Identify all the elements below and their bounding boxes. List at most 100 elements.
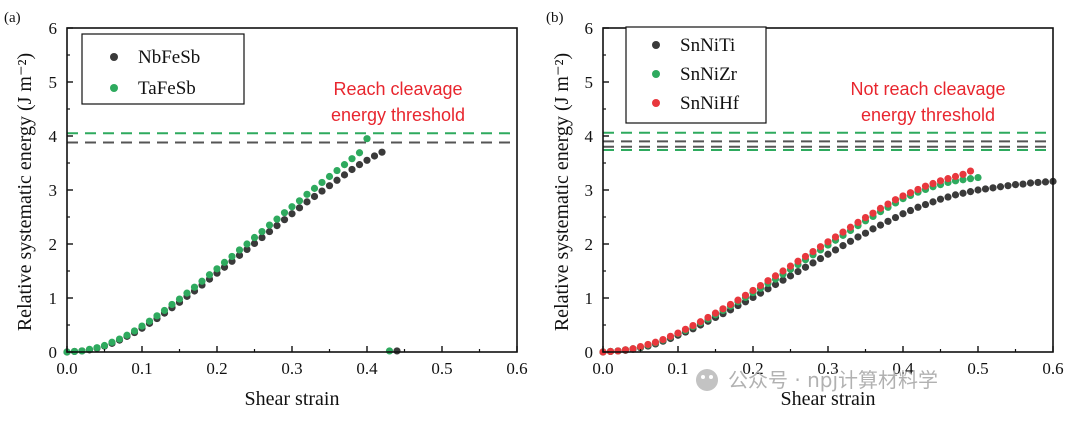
y-tick-label-b: 4 xyxy=(585,127,594,146)
point-snnihf xyxy=(884,200,892,208)
point-tafesb xyxy=(220,258,229,266)
point-snniti xyxy=(899,210,907,218)
x-tick-label-b: 0.3 xyxy=(817,359,838,378)
point-nbfesb xyxy=(288,210,296,218)
point-tafesb xyxy=(250,233,259,242)
point-snnihf xyxy=(921,182,930,190)
point-snnihf xyxy=(899,192,907,200)
point-snnihf xyxy=(666,332,675,340)
point-tafesb xyxy=(243,240,251,248)
point-nbfesb xyxy=(310,192,319,201)
legend-marker-tafesb xyxy=(110,84,118,92)
legend-marker-snnizr xyxy=(652,70,660,78)
point-snnihf xyxy=(749,286,757,295)
point-snnihf xyxy=(944,175,952,183)
point-snnihf xyxy=(854,218,862,226)
point-tafesb xyxy=(318,178,326,187)
y-tick-label-b: 5 xyxy=(585,73,594,92)
y-tick-label-a: 2 xyxy=(49,235,58,254)
panel-a: (a) Relative systematic energy (J m⁻²) 0… xyxy=(4,10,528,410)
point-snnihf xyxy=(704,313,712,322)
panel-label-b: (b) xyxy=(546,10,564,26)
data-points-b xyxy=(599,167,1057,356)
point-snniti xyxy=(996,183,1005,191)
y-tick-label-a: 0 xyxy=(49,343,58,362)
point-tafesb xyxy=(100,341,109,350)
axis-ticks-b: 0.0 0.1 0.2 0.3 0.4 0.5 0.6 0 1 2 3 4 5 6 xyxy=(585,19,1064,378)
annotation-b-line1: Not reach cleavage xyxy=(850,79,1005,99)
point-snniti xyxy=(974,186,982,194)
legend-label-snnizr: SnNiZr xyxy=(680,64,738,85)
point-nbfesb xyxy=(318,187,326,195)
y-axis-title-a-text: Relative systematic energy (J m⁻²) xyxy=(14,53,36,331)
point-snnihf xyxy=(951,172,960,181)
point-snnihf xyxy=(966,167,975,175)
y-axis-title-b: Relative systematic energy (J m⁻²) xyxy=(551,53,573,331)
point-snniti xyxy=(801,263,810,271)
point-snnihf xyxy=(846,223,855,231)
point-nbfesb xyxy=(265,227,274,236)
annotation-a-line1: Reach cleavage xyxy=(333,79,462,99)
y-tick-label-b: 0 xyxy=(585,343,594,362)
point-tafesb xyxy=(183,289,191,297)
y-tick-label-a: 6 xyxy=(49,19,58,38)
point-snnihf xyxy=(786,262,795,270)
point-snniti xyxy=(1004,182,1012,190)
point-snnihf xyxy=(651,338,660,346)
point-snnihf xyxy=(771,272,780,280)
x-tick-label-b: 0.0 xyxy=(592,359,613,378)
point-snnihf xyxy=(906,189,915,197)
point-snniti xyxy=(921,200,930,209)
x-tick-label-b: 0.6 xyxy=(1042,359,1063,378)
x-tick-label-b: 0.1 xyxy=(667,359,688,378)
point-tafesb xyxy=(303,190,311,198)
point-snnihf xyxy=(741,291,750,299)
point-snniti xyxy=(959,189,967,197)
plot-frame-b xyxy=(602,27,1054,353)
point-snniti xyxy=(981,185,990,193)
point-tafesb xyxy=(288,203,296,211)
point-tafesb xyxy=(340,161,349,169)
point-snnihf xyxy=(861,213,870,222)
point-snnihf xyxy=(629,345,637,353)
point-snnihf xyxy=(809,247,817,256)
point-snnizr xyxy=(974,173,982,182)
threshold-lines-a xyxy=(67,132,517,144)
legend-marker-snniti xyxy=(652,41,660,49)
point-snnihf xyxy=(659,335,667,344)
point-snnihf xyxy=(876,204,885,212)
point-tafesb xyxy=(205,271,214,279)
watermark-text: 公众号 · npj计算材料学 xyxy=(728,368,938,392)
y-tick-label-a: 3 xyxy=(49,181,58,200)
point-tafesb xyxy=(355,149,364,157)
point-snniti xyxy=(786,272,795,280)
watermark: 公众号 · npj计算材料学 xyxy=(696,368,938,392)
point-snnihf xyxy=(719,305,727,313)
point-snniti xyxy=(929,198,937,206)
x-axis-title-a: Shear strain xyxy=(245,388,340,410)
point-nbfesb xyxy=(378,148,386,156)
point-snnihf xyxy=(689,321,697,330)
point-snniti xyxy=(854,233,862,241)
point-nbfesb xyxy=(280,216,289,224)
x-tick-label-a: 0.3 xyxy=(281,359,302,378)
y-tick-label-b: 6 xyxy=(585,19,594,38)
point-snnihf xyxy=(891,196,900,204)
point-tafesb xyxy=(333,166,341,175)
point-snniti xyxy=(794,267,802,276)
plot-frame-a xyxy=(66,27,518,353)
x-tick-label-a: 0.6 xyxy=(506,359,527,378)
point-tafesb xyxy=(145,317,154,325)
point-snniti xyxy=(936,195,945,203)
annotation-a-line2: energy threshold xyxy=(331,105,465,125)
point-snnihf xyxy=(681,325,690,333)
x-tick-label-b: 0.2 xyxy=(742,359,763,378)
point-nbfesb xyxy=(250,239,259,248)
wechat-icon-eye-left xyxy=(701,375,705,379)
point-snnihf xyxy=(779,267,787,275)
point-tafesb xyxy=(175,295,184,303)
threshold-lines-b xyxy=(603,131,1053,152)
point-snnizr xyxy=(966,175,975,183)
point-tafesb xyxy=(295,197,304,205)
